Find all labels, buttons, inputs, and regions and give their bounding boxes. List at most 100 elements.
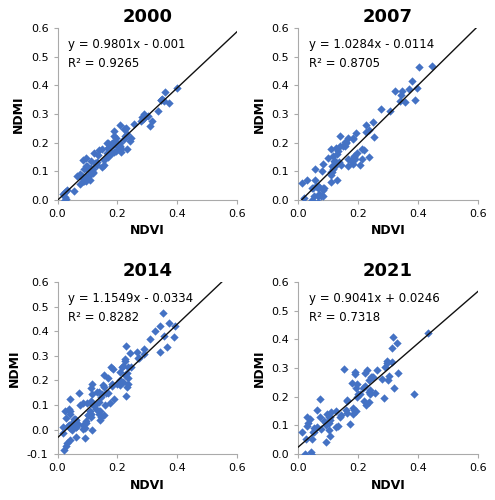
Point [303,176,311,184]
Point [110,127,118,135]
Point [337,411,345,419]
Point [344,398,351,406]
Point [83,399,91,407]
Point [70,187,78,195]
Point [411,96,419,104]
Point [323,410,331,418]
Point [348,380,356,388]
Point [88,157,96,165]
Point [311,176,319,184]
Point [407,77,415,85]
Point [140,114,148,122]
Point [301,450,309,458]
Point [80,164,88,172]
Point [171,322,179,330]
Point [76,170,84,178]
Point [91,401,99,409]
Point [120,126,128,134]
Point [350,406,358,414]
Point [99,382,106,390]
Point [365,154,373,162]
Point [327,145,335,153]
Point [401,98,409,106]
Point [85,167,93,175]
Point [123,144,131,152]
Point [135,354,143,362]
Point [126,350,134,358]
Point [370,134,378,141]
Point [362,121,370,129]
Point [92,405,100,413]
Point [314,198,322,206]
Point [82,172,90,180]
X-axis label: NDVI: NDVI [130,478,165,492]
Point [105,152,113,160]
Point [337,160,345,168]
Point [80,177,88,185]
Point [327,408,335,416]
Point [298,428,306,436]
Text: R² = 0.7318: R² = 0.7318 [309,312,380,324]
Point [303,413,311,421]
Text: y = 1.1549x - 0.0334: y = 1.1549x - 0.0334 [68,292,194,306]
Point [99,145,106,153]
Point [79,424,87,432]
Point [63,439,71,447]
Point [87,397,95,405]
Point [363,366,371,374]
Point [356,390,364,398]
Point [322,438,330,446]
Text: y = 0.9041x + 0.0246: y = 0.9041x + 0.0246 [309,292,440,306]
Point [96,388,103,396]
Point [135,354,143,362]
Point [89,401,97,409]
Point [337,142,345,150]
Point [72,432,80,440]
Point [108,380,116,388]
Point [140,346,148,354]
Point [343,410,351,418]
Point [365,376,373,384]
Point [319,192,327,200]
Point [61,188,69,196]
Point [139,115,147,123]
Point [381,363,389,371]
Point [59,428,67,436]
Point [358,145,366,153]
Point [349,404,357,412]
Point [331,156,339,164]
Point [336,413,344,421]
Point [339,142,347,150]
Point [341,364,348,372]
Point [107,362,115,370]
Point [123,369,131,377]
Point [359,384,367,392]
Point [97,413,104,421]
Text: R² = 0.8282: R² = 0.8282 [68,312,140,324]
Point [106,400,114,407]
Y-axis label: NDMI: NDMI [253,95,266,132]
Point [159,309,167,317]
Point [84,162,92,170]
Point [428,62,436,70]
Point [95,410,103,418]
Point [329,168,337,175]
Point [148,117,156,125]
Point [349,410,357,418]
Point [122,124,130,132]
Point [124,374,132,382]
Point [79,177,87,185]
Point [309,452,317,460]
Point [386,107,394,115]
Point [306,415,314,423]
Point [121,132,129,140]
Point [113,380,121,388]
Point [70,422,78,430]
Point [315,190,323,198]
Point [110,395,118,403]
Point [332,423,340,431]
Point [76,180,84,188]
Point [151,327,159,335]
Point [355,162,363,170]
Point [137,118,145,126]
